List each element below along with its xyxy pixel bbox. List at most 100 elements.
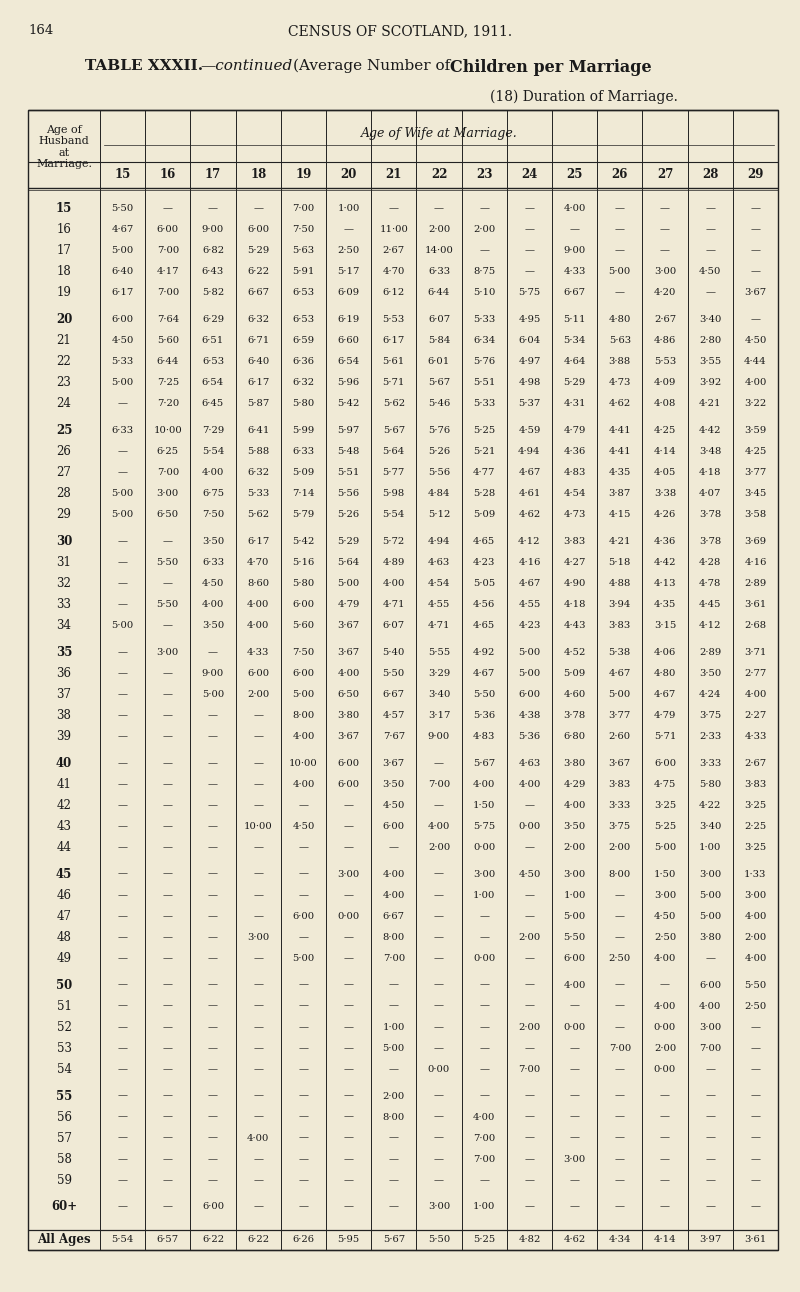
Text: 5·95: 5·95 (338, 1235, 360, 1244)
Text: 4·50: 4·50 (654, 912, 676, 921)
Text: —: — (118, 690, 128, 699)
Text: —: — (163, 758, 173, 767)
Text: 4·27: 4·27 (563, 558, 586, 567)
Text: —: — (208, 1001, 218, 1010)
Text: 11·00: 11·00 (379, 225, 408, 234)
Text: 4·67: 4·67 (518, 579, 541, 588)
Text: 5·09: 5·09 (292, 468, 314, 477)
Text: 4·50: 4·50 (111, 336, 134, 345)
Text: —: — (525, 1203, 534, 1212)
Text: 4·36: 4·36 (654, 537, 676, 545)
Text: 5·63: 5·63 (609, 336, 631, 345)
Text: —: — (163, 1112, 173, 1121)
Text: 5·50: 5·50 (744, 981, 766, 990)
Text: 3·87: 3·87 (609, 490, 631, 499)
Text: Children per Marriage: Children per Marriage (450, 59, 652, 76)
Text: 5·29: 5·29 (247, 247, 270, 256)
Text: 3·67: 3·67 (382, 758, 405, 767)
Text: 3·67: 3·67 (338, 647, 360, 656)
Text: 5·98: 5·98 (382, 490, 405, 499)
Text: 4·00: 4·00 (699, 1001, 722, 1010)
Text: —: — (525, 1044, 534, 1053)
Text: 4·83: 4·83 (473, 733, 495, 742)
Text: —: — (344, 953, 354, 963)
Text: 6·00: 6·00 (292, 669, 314, 678)
Text: 10·00: 10·00 (154, 426, 182, 435)
Text: 3·78: 3·78 (699, 510, 722, 519)
Text: 3·83: 3·83 (609, 621, 631, 630)
Text: 6·00: 6·00 (654, 758, 676, 767)
Text: —: — (479, 1065, 490, 1074)
Text: 5·21: 5·21 (473, 447, 495, 456)
Text: 5·82: 5·82 (202, 288, 224, 297)
Text: 4·50: 4·50 (699, 267, 722, 276)
Text: 5·67: 5·67 (473, 758, 495, 767)
Text: 4·25: 4·25 (744, 447, 766, 456)
Text: —: — (750, 1044, 761, 1053)
Text: 4·00: 4·00 (744, 953, 766, 963)
Text: —: — (118, 1176, 128, 1185)
Text: —: — (434, 1176, 444, 1185)
Text: 8·00: 8·00 (292, 711, 314, 720)
Text: —: — (208, 1155, 218, 1164)
Text: 4·00: 4·00 (563, 204, 586, 213)
Text: —: — (163, 1001, 173, 1010)
Text: —: — (615, 1112, 625, 1121)
Text: 6·17: 6·17 (247, 379, 270, 388)
Text: —: — (344, 1203, 354, 1212)
Text: 7·00: 7·00 (157, 247, 179, 256)
Text: 2·25: 2·25 (744, 822, 766, 831)
Text: 4·63: 4·63 (518, 758, 541, 767)
Text: —: — (118, 1203, 128, 1212)
Text: 3·50: 3·50 (202, 537, 224, 545)
Text: —: — (163, 801, 173, 810)
Text: 8·75: 8·75 (473, 267, 495, 276)
Text: 6·17: 6·17 (382, 336, 405, 345)
Text: —: — (344, 801, 354, 810)
Text: 4·62: 4·62 (518, 510, 541, 519)
Text: —: — (434, 1155, 444, 1164)
Text: 4·18: 4·18 (699, 468, 722, 477)
Text: 58: 58 (57, 1152, 71, 1165)
Text: —: — (118, 1092, 128, 1101)
Text: 47: 47 (57, 910, 71, 922)
Text: 5·00: 5·00 (518, 647, 541, 656)
Text: 5·46: 5·46 (428, 399, 450, 408)
Text: —: — (254, 1023, 263, 1032)
Text: 4·45: 4·45 (699, 599, 722, 609)
Text: 4·50: 4·50 (292, 822, 314, 831)
Text: 4·38: 4·38 (518, 711, 541, 720)
Text: 6·22: 6·22 (247, 267, 270, 276)
Text: —: — (208, 890, 218, 899)
Text: 4·70: 4·70 (247, 558, 270, 567)
Text: 5·00: 5·00 (202, 690, 224, 699)
Text: —: — (208, 1112, 218, 1121)
Text: 34: 34 (57, 619, 71, 632)
Text: 4·33: 4·33 (247, 647, 270, 656)
Text: 3·67: 3·67 (609, 758, 631, 767)
Text: 5·56: 5·56 (428, 468, 450, 477)
Text: 30: 30 (56, 535, 72, 548)
Text: 0·00: 0·00 (428, 1065, 450, 1074)
Text: 3·25: 3·25 (744, 801, 766, 810)
Text: —: — (344, 1044, 354, 1053)
Text: 5·50: 5·50 (563, 933, 586, 942)
Text: —: — (208, 711, 218, 720)
Text: —: — (163, 822, 173, 831)
Text: —: — (163, 537, 173, 545)
Text: —: — (750, 1133, 761, 1142)
Text: 57: 57 (57, 1132, 71, 1145)
Text: —: — (298, 1203, 308, 1212)
Text: 4·34: 4·34 (609, 1235, 631, 1244)
Text: —: — (118, 822, 128, 831)
Text: —: — (163, 579, 173, 588)
Text: 6·00: 6·00 (247, 225, 270, 234)
Text: 4·29: 4·29 (563, 780, 586, 789)
Text: 2·00: 2·00 (247, 690, 270, 699)
Text: 18: 18 (57, 265, 71, 278)
Text: 3·80: 3·80 (338, 711, 360, 720)
Text: —: — (706, 1155, 715, 1164)
Text: 4·21: 4·21 (699, 399, 722, 408)
Text: 6·00: 6·00 (157, 225, 179, 234)
Text: 6·51: 6·51 (202, 336, 224, 345)
